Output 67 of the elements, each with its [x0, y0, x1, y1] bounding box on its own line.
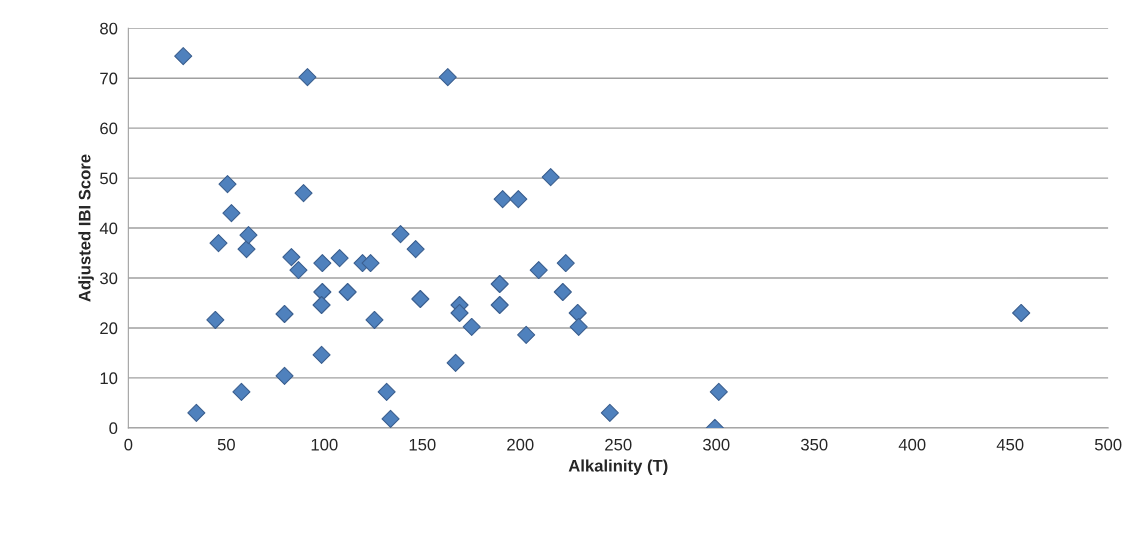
x-tick-label: 200: [507, 438, 534, 451]
point: [438, 68, 457, 87]
point: [529, 260, 548, 280]
x-tick-label: 150: [409, 438, 436, 451]
point: [391, 224, 410, 244]
y-tick-label: 80: [100, 22, 118, 35]
point: [569, 317, 588, 337]
point: [232, 382, 251, 401]
point: [294, 184, 313, 203]
point: [517, 325, 536, 345]
y-axis-title: Adjusted IBI Score: [78, 154, 94, 302]
y-tick-label: 10: [100, 372, 118, 385]
point: [450, 303, 469, 323]
y-tick-label: 50: [100, 172, 118, 185]
point: [553, 282, 572, 302]
point: [377, 382, 396, 401]
x-tick-label: 350: [800, 438, 828, 451]
point: [490, 295, 509, 315]
point: [446, 353, 465, 373]
point: [289, 260, 308, 280]
point: [600, 403, 619, 422]
point: [556, 253, 575, 273]
x-tick-label: 400: [898, 438, 926, 451]
point: [509, 190, 528, 209]
point: [222, 204, 241, 223]
point: [411, 289, 430, 309]
y-tick-label: 0: [109, 422, 118, 435]
y-tick-label: 20: [100, 322, 118, 335]
x-axis-title: Alkalinity (T): [568, 459, 668, 475]
point: [490, 274, 509, 294]
point: [209, 233, 228, 253]
x-tick-label: 0: [124, 438, 133, 451]
point: [206, 310, 225, 330]
point: [462, 317, 481, 337]
y-tick-label: 60: [100, 122, 118, 135]
point: [298, 68, 317, 87]
point: [275, 366, 294, 385]
point: [275, 304, 294, 324]
point: [312, 345, 331, 365]
x-tick-label: 50: [217, 438, 235, 451]
x-tick-label: 450: [996, 438, 1024, 451]
point: [1012, 303, 1031, 323]
point: [313, 253, 332, 273]
point: [239, 225, 258, 245]
x-tick-label: 250: [605, 438, 632, 451]
point: [568, 303, 587, 323]
point: [493, 190, 512, 209]
point: [237, 239, 256, 259]
point: [338, 282, 357, 302]
y-tick-label: 30: [100, 272, 118, 285]
point: [709, 382, 728, 401]
y-tick-label: 40: [99, 222, 118, 235]
point: [406, 239, 425, 259]
x-tick-label: 100: [311, 438, 338, 451]
point: [541, 168, 560, 187]
point: [174, 47, 193, 66]
point: [218, 175, 237, 194]
point: [330, 248, 349, 268]
point: [282, 247, 301, 267]
point: [361, 253, 380, 273]
point: [365, 310, 384, 330]
y-tick-label: 70: [100, 72, 118, 85]
point: [381, 409, 400, 428]
x-tick-label: 500: [1094, 438, 1122, 451]
x-tick-label: 300: [702, 438, 730, 451]
point: [187, 403, 206, 422]
point: [312, 295, 331, 315]
